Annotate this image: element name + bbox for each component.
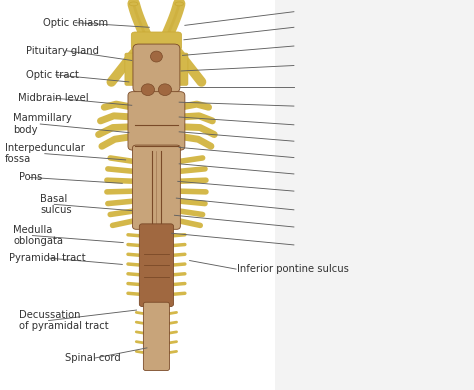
Bar bbox=[275, 0, 474, 390]
FancyBboxPatch shape bbox=[125, 53, 142, 85]
Text: Pituitary gland: Pituitary gland bbox=[26, 46, 99, 56]
Text: Pyramidal tract: Pyramidal tract bbox=[9, 253, 86, 263]
Text: Inferior pontine sulcus: Inferior pontine sulcus bbox=[237, 264, 349, 274]
Text: Medulla
oblongata: Medulla oblongata bbox=[13, 225, 63, 246]
Text: Midbrain level: Midbrain level bbox=[18, 93, 89, 103]
Text: Decussation
of pyramidal tract: Decussation of pyramidal tract bbox=[19, 310, 109, 332]
Bar bbox=[141, 140, 172, 150]
FancyBboxPatch shape bbox=[133, 44, 180, 92]
FancyBboxPatch shape bbox=[139, 224, 173, 307]
FancyBboxPatch shape bbox=[132, 145, 180, 229]
Bar bbox=[142, 84, 171, 96]
Text: Optic chiasm: Optic chiasm bbox=[43, 18, 108, 28]
Text: Mammillary
body: Mammillary body bbox=[13, 113, 72, 135]
Ellipse shape bbox=[175, 2, 183, 6]
Text: Optic tract: Optic tract bbox=[26, 70, 79, 80]
Ellipse shape bbox=[151, 51, 162, 62]
Ellipse shape bbox=[158, 84, 172, 96]
Text: Interpeduncular
fossa: Interpeduncular fossa bbox=[5, 143, 85, 165]
Text: Basal
sulcus: Basal sulcus bbox=[40, 193, 72, 215]
Ellipse shape bbox=[129, 2, 138, 6]
Text: Pons: Pons bbox=[19, 172, 42, 183]
Text: Spinal cord: Spinal cord bbox=[65, 353, 121, 363]
FancyBboxPatch shape bbox=[143, 302, 169, 370]
Ellipse shape bbox=[141, 84, 155, 96]
FancyBboxPatch shape bbox=[128, 92, 185, 150]
FancyBboxPatch shape bbox=[131, 32, 182, 50]
FancyBboxPatch shape bbox=[171, 53, 188, 85]
